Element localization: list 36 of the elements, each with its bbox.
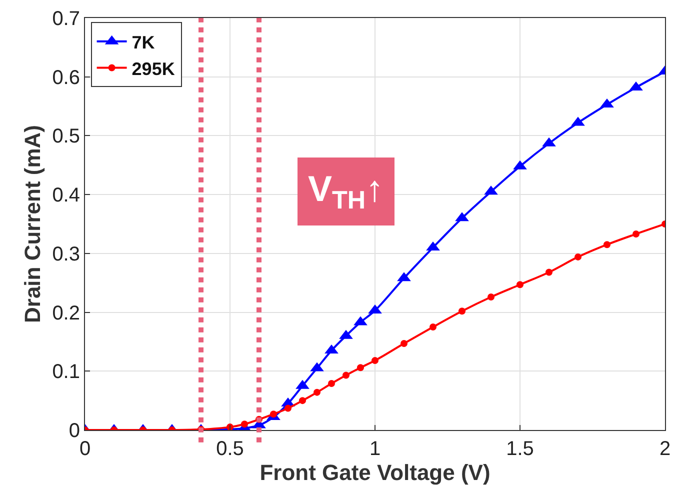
y-tick-label: 0.3 — [52, 243, 80, 266]
x-tick-label: 1.5 — [506, 438, 534, 460]
y-tick-label: 0.1 — [52, 361, 80, 384]
point — [458, 308, 466, 315]
point — [430, 324, 436, 330]
point — [488, 293, 494, 300]
x-tick-label: 1 — [369, 438, 381, 460]
point — [284, 404, 292, 412]
y-tick-label: 0.7 — [52, 8, 80, 30]
annotation: V$_{TH}$↑ — [308, 168, 384, 215]
point — [546, 268, 552, 276]
legend-label: 295K — [132, 58, 175, 79]
y-tick-label: 0 — [68, 420, 80, 442]
y-tick-label: 0.2 — [52, 302, 80, 324]
y-tick-label: 0.4 — [52, 184, 80, 207]
legend-label: 7K — [132, 32, 155, 52]
point — [604, 241, 610, 248]
point — [241, 420, 248, 428]
point — [299, 397, 306, 404]
x-tick-label: 2 — [659, 438, 671, 460]
point — [516, 281, 524, 288]
x-axis-title: Front Gate Voltage (V) — [260, 460, 490, 485]
y-tick-label: 0.6 — [52, 66, 80, 89]
point — [314, 388, 320, 396]
point — [574, 253, 582, 260]
y-axis-title: Drain Current (mA) — [20, 124, 45, 324]
point — [372, 357, 378, 364]
point — [357, 364, 364, 372]
point — [328, 380, 335, 387]
point — [226, 424, 234, 430]
x-tick-label: 0.5 — [216, 438, 244, 460]
point — [632, 230, 640, 238]
y-tick-label: 0.5 — [52, 126, 80, 148]
point — [270, 410, 277, 418]
point — [400, 340, 408, 347]
point — [342, 372, 350, 379]
